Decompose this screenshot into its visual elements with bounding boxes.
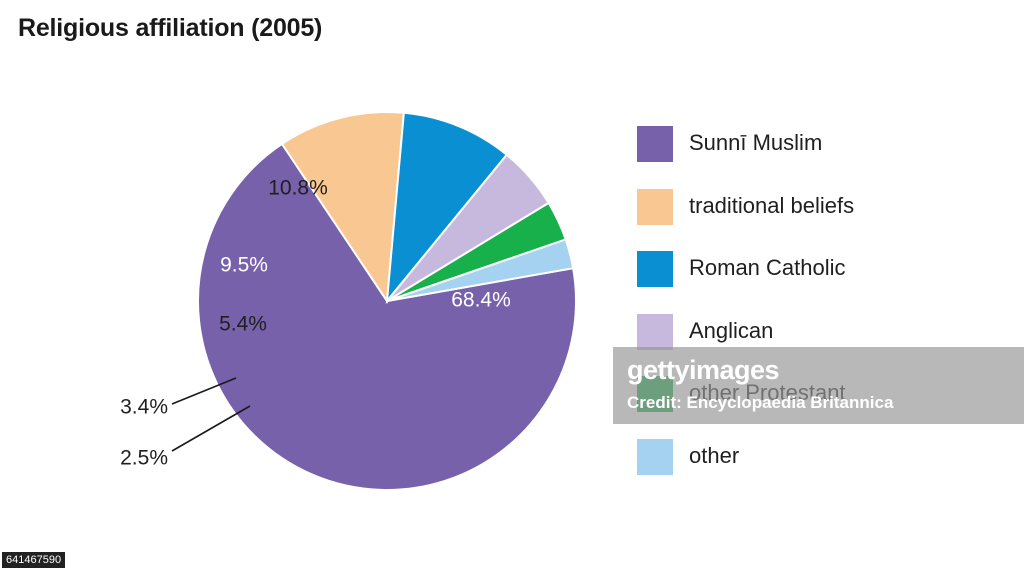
pie-slice-sunn-muslim [197, 142, 577, 491]
pie-slice-other [386, 238, 575, 302]
slice-value-label: 2.5% [120, 447, 168, 470]
slice-value-label: 5.4% [219, 313, 267, 336]
watermark-credit: Credit: Encyclopaedia Britannica [627, 393, 894, 412]
legend-label: Anglican [689, 317, 774, 343]
legend-label: traditional beliefs [689, 192, 855, 218]
legend-item: Roman Catholic [637, 251, 1017, 287]
leader-line [171, 405, 251, 452]
legend-swatch [637, 313, 673, 350]
legend-swatch [637, 251, 673, 287]
getty-logo: gettyimages [627, 355, 780, 385]
chart-title: Religious affiliation (2005) [18, 14, 323, 42]
slice-value-label: 68.4% [451, 289, 511, 312]
legend-item: Anglican [637, 313, 1017, 350]
pie-slice-traditional-beliefs [280, 111, 405, 304]
legend-label: Sunnī Muslim [689, 130, 823, 155]
legend-label: Roman Catholic [689, 255, 846, 280]
legend-label: other [689, 442, 740, 468]
slice-value-label: 9.5% [220, 254, 268, 277]
slice-value-label: 3.4% [120, 396, 168, 419]
legend-swatch [637, 126, 673, 162]
legend-swatch [637, 438, 673, 475]
legend-item: traditional beliefs [637, 188, 1017, 225]
watermark: gettyimages Credit: Encyclopaedia Britan… [613, 347, 1024, 424]
image-id-badge: 641467590 [2, 552, 66, 568]
leader-line [171, 377, 237, 405]
pie-slice-roman-catholic [385, 111, 509, 305]
legend-swatch [637, 188, 673, 225]
legend-item: Sunnī Muslim [637, 126, 1017, 162]
slice-value-label: 10.8% [268, 177, 328, 200]
legend-item: other [637, 438, 1017, 475]
